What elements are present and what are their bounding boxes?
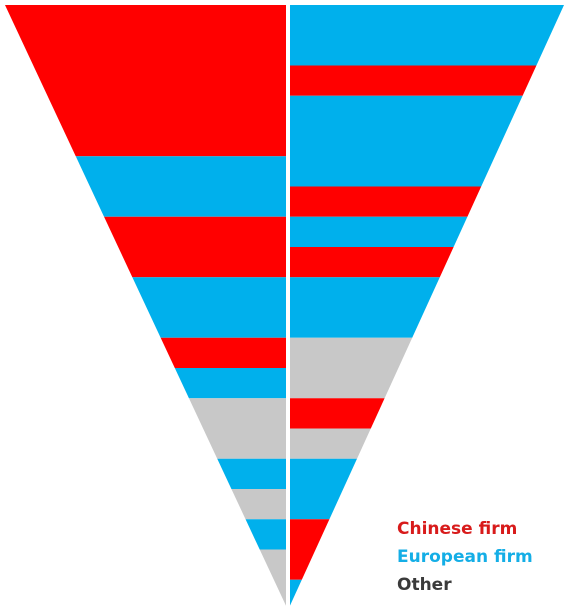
left-band-9-other: [231, 489, 286, 520]
right-band-2-chinese: [290, 65, 537, 96]
left-band-1-chinese: [5, 5, 286, 157]
right-band-12-chinese: [290, 519, 330, 580]
right-band-11-european: [290, 458, 357, 520]
right-band-6-chinese: [290, 247, 454, 278]
legend-item-european: European firm: [397, 547, 533, 567]
legend: Chinese firm European firm Other: [397, 515, 533, 599]
right-band-8-other: [290, 337, 413, 399]
right-band-13-european: [288, 579, 302, 610]
bands-layer: [5, 5, 564, 610]
left-band-6-european: [174, 368, 286, 399]
right-band-7-european: [290, 277, 440, 338]
right-band-10-other: [290, 428, 371, 459]
left-band-8-european: [217, 458, 286, 489]
left-band-7-other: [188, 398, 286, 459]
left-band-4-european: [132, 277, 286, 338]
right-band-4-chinese: [290, 186, 482, 217]
left-band-10-european: [245, 519, 286, 550]
left-band-11-other: [259, 549, 288, 610]
legend-item-other: Other: [397, 575, 452, 595]
right-band-3-european: [290, 95, 523, 187]
right-band-9-chinese: [290, 398, 385, 429]
left-band-3-chinese: [104, 216, 286, 278]
left-band-5-chinese: [160, 337, 286, 368]
left-band-2-european: [75, 156, 286, 217]
right-band-5-european: [290, 216, 468, 247]
legend-item-chinese: Chinese firm: [397, 519, 518, 539]
right-band-1-european: [290, 5, 564, 66]
